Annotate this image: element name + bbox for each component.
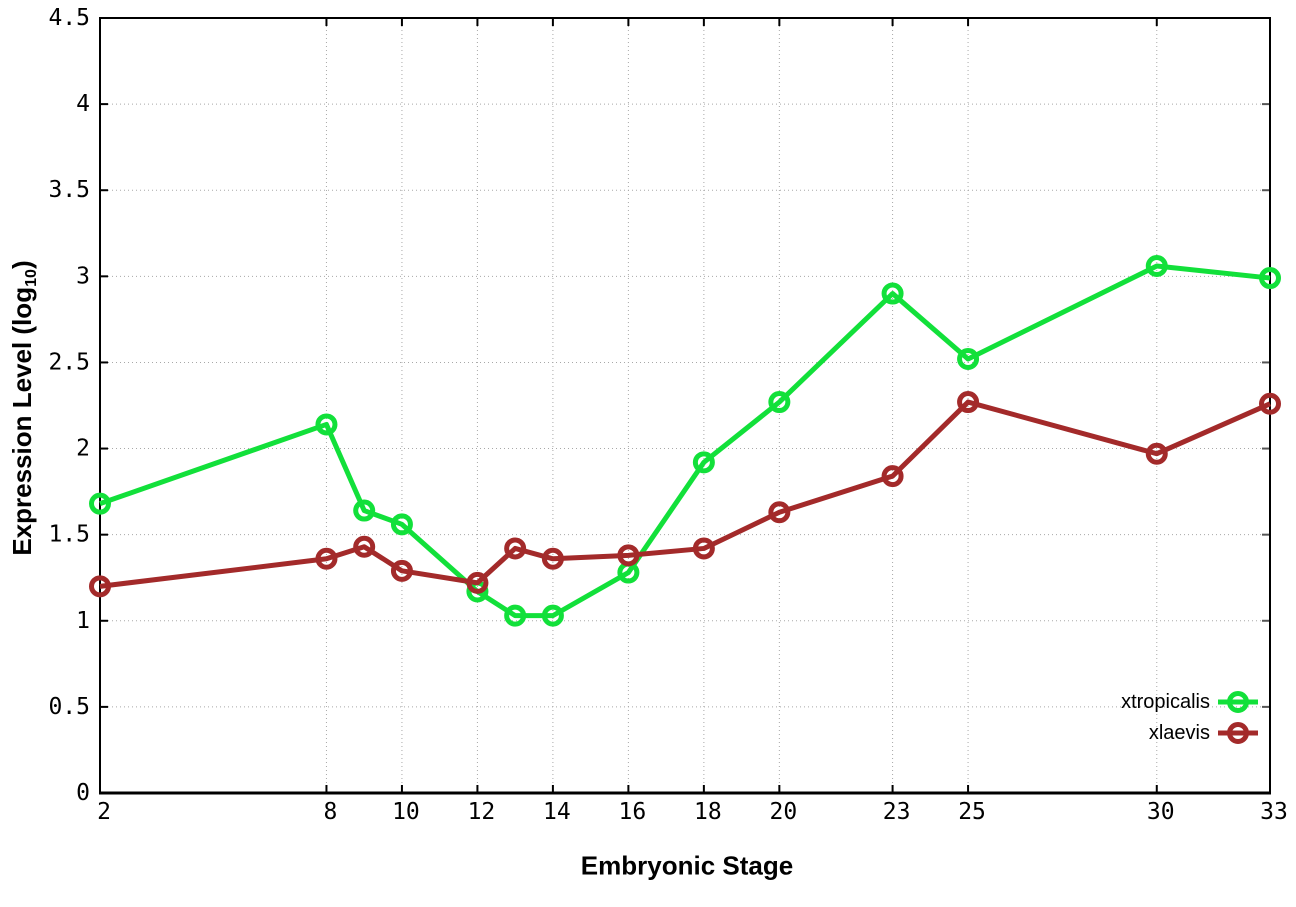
legend-label-xlaevis: xlaevis [1149, 722, 1210, 744]
data-point-xlaevis-10 [390, 559, 413, 582]
data-point-xlaevis-20 [768, 501, 791, 524]
legend-marker-xtropicalis [1227, 691, 1249, 713]
data-point-xtropicalis-23 [881, 282, 904, 305]
data-point-xlaevis-12 [466, 571, 489, 594]
x-tick-label: 23 [883, 799, 911, 825]
data-point-xlaevis-14 [541, 547, 564, 570]
data-point-xlaevis-16 [617, 544, 640, 567]
x-tick-label: 20 [770, 799, 798, 825]
data-point-xlaevis-33 [1259, 392, 1281, 415]
legend-label-xtropicalis: xtropicalis [1121, 691, 1210, 713]
x-tick-label: 18 [694, 799, 722, 825]
y-tick-label: 4 [76, 91, 90, 117]
x-tick-label: 8 [324, 799, 338, 825]
data-point-xtropicalis-30 [1145, 255, 1168, 277]
data-point-xtropicalis-20 [768, 391, 791, 414]
x-tick-label: 30 [1147, 799, 1175, 825]
y-tick-label: 2.5 [48, 349, 90, 375]
x-tick-label: 33 [1260, 799, 1288, 825]
data-point-xlaevis-8 [315, 547, 338, 570]
y-tick-label: 3 [76, 263, 90, 289]
y-axis-title-subscript: 10 [21, 269, 40, 287]
data-point-xtropicalis-8 [315, 413, 338, 436]
data-point-xtropicalis-18 [692, 451, 715, 474]
data-point-xtropicalis-13 [504, 604, 527, 627]
x-tick-label: 12 [468, 799, 496, 825]
x-tick-label: 2 [97, 799, 111, 825]
data-point-xlaevis-2 [89, 575, 111, 598]
data-point-xtropicalis-2 [89, 492, 111, 515]
x-axis-title: Embryonic Stage [580, 850, 794, 881]
y-axis-title-text: Expression Level (log [7, 286, 38, 556]
legend-marker-xlaevis [1227, 722, 1249, 744]
y-tick-label: 1 [76, 608, 90, 634]
y-tick-label: 3.5 [48, 177, 90, 203]
data-point-xlaevis-30 [1145, 442, 1168, 465]
data-point-xtropicalis-33 [1259, 267, 1281, 290]
data-point-xtropicalis-14 [541, 604, 564, 627]
x-tick-label: 10 [392, 799, 420, 825]
plot-border [99, 17, 1271, 794]
data-point-xlaevis-23 [881, 465, 904, 488]
y-tick-label: 0.5 [48, 694, 90, 720]
x-tick-label: 25 [958, 799, 986, 825]
y-tick-label: 2 [76, 436, 90, 462]
y-tick-label: 0 [76, 780, 90, 806]
y-axis-title: Expression Level (log10) [7, 260, 41, 555]
y-tick-label: 4.5 [48, 5, 90, 31]
data-point-xlaevis-18 [692, 537, 715, 560]
data-point-xtropicalis-10 [390, 513, 413, 536]
data-point-xlaevis-13 [504, 537, 527, 560]
data-point-xlaevis-25 [957, 391, 980, 414]
data-point-xtropicalis-25 [957, 348, 980, 370]
y-axis-title-close: ) [7, 260, 38, 269]
y-tick-label: 1.5 [48, 522, 90, 548]
data-point-xlaevis-9 [353, 535, 376, 558]
x-tick-label: 16 [619, 799, 647, 825]
x-tick-label: 14 [543, 799, 571, 825]
data-point-xtropicalis-9 [353, 499, 376, 522]
